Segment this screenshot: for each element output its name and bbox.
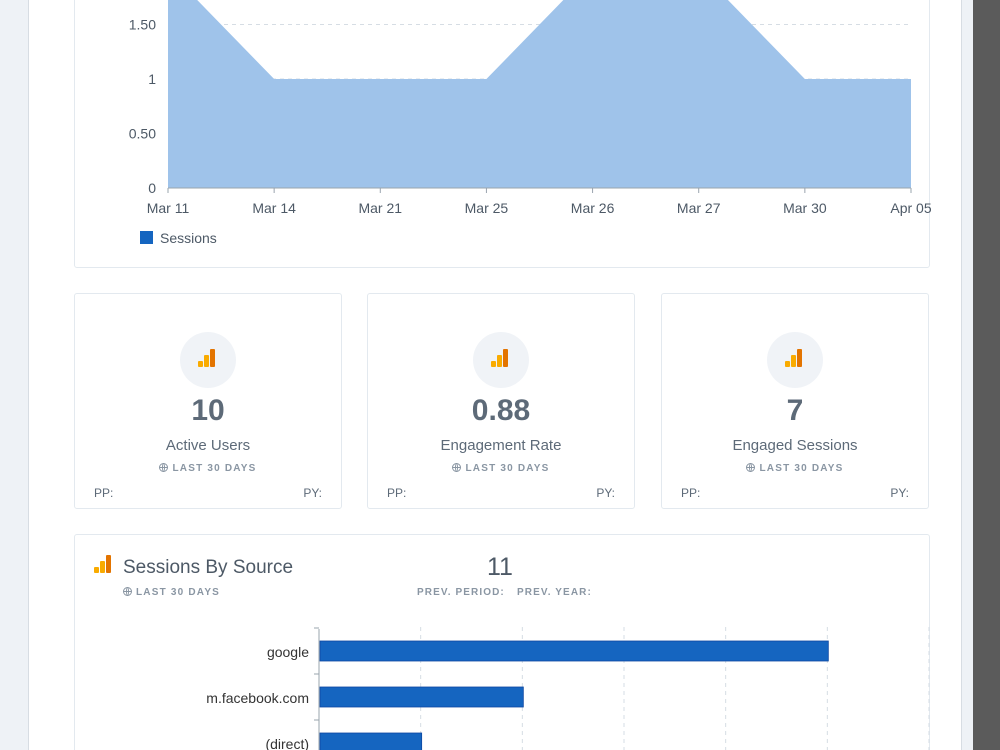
metric-label: Engaged Sessions [732, 437, 858, 454]
source-period: LAST 30 DAYS [123, 587, 220, 598]
sessions-by-source-title: Sessions By Source [123, 557, 294, 578]
x-tick-label: Mar 25 [465, 200, 509, 216]
y-tick-label: 0 [148, 180, 156, 196]
globe-icon [123, 587, 132, 596]
metric-period-text: LAST 30 DAYS [759, 463, 844, 474]
bar-category-label: google [267, 644, 309, 660]
x-tick-label: Mar 21 [358, 200, 402, 216]
x-tick-label: Mar 11 [147, 200, 190, 216]
analytics-icon-badge [767, 332, 823, 388]
metric-period-text: LAST 30 DAYS [172, 463, 257, 474]
analytics-icon [94, 555, 111, 573]
metric-period: LAST 30 DAYS [368, 463, 634, 474]
y-tick-label: 1 [148, 71, 156, 87]
metric-label: Active Users [165, 437, 251, 454]
metric-py: PY: [303, 486, 322, 500]
x-tick-label: Apr 05 [890, 200, 931, 216]
bar [319, 732, 423, 750]
metric-card-engagement-rate: 0.88 Engagement Rate LAST 30 DAYS PP: PY… [367, 293, 635, 509]
metric-pp: PP: [681, 486, 701, 500]
globe-icon [159, 463, 169, 472]
analytics-icon [491, 349, 508, 367]
metric-value: 0.88 [471, 394, 531, 427]
bar-category-label: m.facebook.com [206, 690, 309, 706]
metric-py: PY: [890, 486, 909, 500]
legend-swatch [140, 231, 153, 244]
legend-label: Sessions [160, 230, 217, 246]
sessions-area-chart: 0 0.50 1 1.50 Mar 11 Mar 14 Mar 21 Mar 25 Mar 26… [129, 0, 931, 246]
sessions-by-source-card: Sessions By Source LAST 30 DAYS 11 PREV.… [74, 534, 930, 750]
report-page: 0 0.50 1 1.50 Mar 11 Mar 14 Mar 21 Mar 25 Mar 26… [28, 0, 962, 750]
metric-period: LAST 30 DAYS [662, 463, 928, 474]
metric-pp: PP: [387, 486, 407, 500]
metric-card-engaged-sessions: 7 Engaged Sessions LAST 30 DAYS PP: PY: [661, 293, 929, 509]
globe-icon [452, 463, 462, 472]
metric-period: LAST 30 DAYS [75, 463, 341, 474]
x-tick-label: Mar 26 [571, 200, 615, 216]
sessions-area-chart-card: 0 0.50 1 1.50 Mar 11 Mar 14 Mar 21 Mar 25 Mar 26… [74, 0, 931, 268]
bar-category-label: (direct) [265, 736, 309, 750]
source-period-text: LAST 30 DAYS [136, 587, 221, 598]
metric-label: Engagement Rate [440, 437, 562, 454]
source-total: 11 [487, 553, 513, 581]
analytics-icon [785, 349, 802, 367]
globe-icon [746, 463, 756, 472]
analytics-icon-badge [473, 332, 529, 388]
metric-pp: PP: [94, 486, 114, 500]
bar [319, 640, 829, 662]
metric-period-text: LAST 30 DAYS [465, 463, 550, 474]
prev-year-label: PREV. YEAR: [517, 587, 592, 598]
prev-period-label: PREV. PERIOD: [417, 587, 505, 598]
x-tick-label: Mar 30 [783, 200, 827, 216]
analytics-icon-badge [180, 332, 236, 388]
metric-value: 7 [786, 394, 804, 427]
y-tick-label: 1.50 [129, 17, 156, 33]
x-tick-label: Mar 27 [677, 200, 721, 216]
y-tick-label: 0.50 [129, 126, 156, 142]
sessions-area [168, 0, 911, 188]
left-frame-bar [0, 0, 29, 750]
bar [319, 686, 524, 708]
metric-card-active-users: 10 Active Users LAST 30 DAYS PP: PY: [74, 293, 342, 509]
analytics-icon [198, 349, 215, 367]
metric-py: PY: [596, 486, 615, 500]
metric-value: 10 [191, 394, 225, 427]
x-tick-label: Mar 14 [252, 200, 296, 216]
sessions-by-source-bar-chart: google m.facebook.com (direct) [206, 627, 930, 750]
